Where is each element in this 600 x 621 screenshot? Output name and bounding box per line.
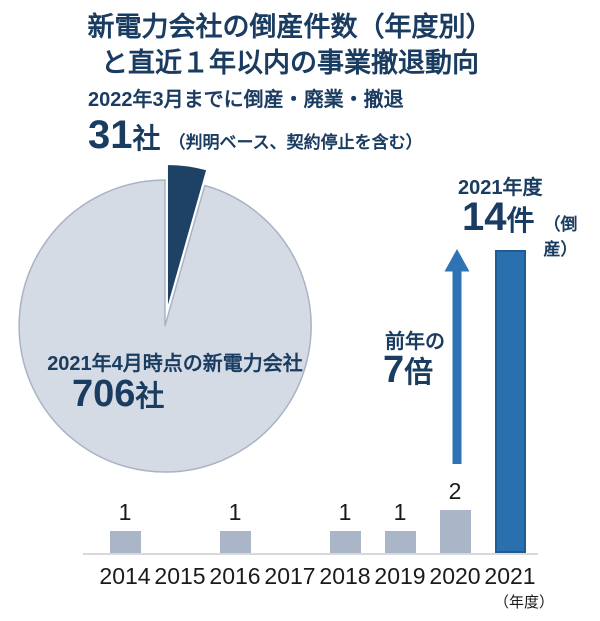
bar-2018	[329, 531, 361, 553]
bar-value-label-2020: 2	[448, 478, 462, 504]
bar-value-label-2016: 1	[228, 499, 242, 525]
bankruptcy-count: 14	[462, 195, 507, 239]
growth-multiplier-unit: 倍	[404, 357, 434, 389]
pie-slice-withdrawn	[166, 163, 208, 311]
x-axis-label-2021: 2021	[484, 563, 536, 589]
bankruptcy-count-unit: 件	[506, 205, 535, 236]
bar-2014	[109, 531, 141, 553]
bankruptcy-year-label: 2021年度	[458, 177, 543, 199]
x-axis-baseline	[83, 553, 538, 555]
bankruptcy-callout: 14 件 （倒産）	[462, 196, 600, 260]
x-axis-unit-label: （年度）	[494, 594, 555, 611]
title-line-2: と直近１年以内の事業撤退動向	[101, 47, 479, 78]
bar-2020	[439, 510, 471, 553]
withdrawal-caption: 2022年3月までに倒産・廃業・撤退	[88, 89, 404, 111]
x-axis-label-2017: 2017	[264, 563, 316, 589]
growth-arrow-shape	[444, 249, 470, 464]
bar-2016	[219, 531, 251, 553]
pie-base-count-unit: 社	[135, 381, 165, 413]
pie-base-count: 706	[72, 373, 136, 415]
bar-value-label-2019: 1	[393, 499, 407, 525]
pie-slice-remaining	[18, 179, 312, 473]
x-axis-label-2020: 2020	[429, 563, 481, 589]
withdrawal-callout: 2022年3月までに倒産・廃業・撤退 31 社 （判明ベース、契約停止を含む）	[88, 89, 423, 157]
title-line-1: 新電力会社の倒産件数（年度別）	[87, 12, 493, 42]
withdrawal-note: （判明ベース、契約停止を含む）	[168, 133, 423, 152]
growth-prefix: 前年の	[385, 331, 445, 353]
bar-2021	[494, 250, 526, 553]
bar-value-label-2014: 1	[118, 499, 132, 525]
withdrawal-count-unit: 社	[132, 123, 161, 154]
growth-arrow-icon	[444, 249, 470, 464]
bar-value-label-2018: 1	[338, 499, 352, 525]
x-axis-label-2018: 2018	[319, 563, 371, 589]
x-axis-label-2015: 2015	[154, 563, 206, 589]
pie-base-caption: 2021年4月時点の新電力会社	[47, 353, 303, 375]
bar-2019	[384, 531, 416, 553]
page-title: 新電力会社の倒産件数（年度別） と直近１年以内の事業撤退動向	[10, 10, 570, 81]
pie-base-count-group: 706 社	[72, 373, 164, 415]
x-axis-label-2014: 2014	[99, 563, 151, 589]
growth-multiplier: 7	[383, 349, 405, 391]
bankruptcy-note: （倒産）	[543, 215, 578, 259]
x-axis-label-2016: 2016	[209, 563, 261, 589]
withdrawal-count: 31	[88, 113, 133, 157]
x-axis-label-2019: 2019	[374, 563, 426, 589]
pie-chart	[18, 163, 312, 473]
